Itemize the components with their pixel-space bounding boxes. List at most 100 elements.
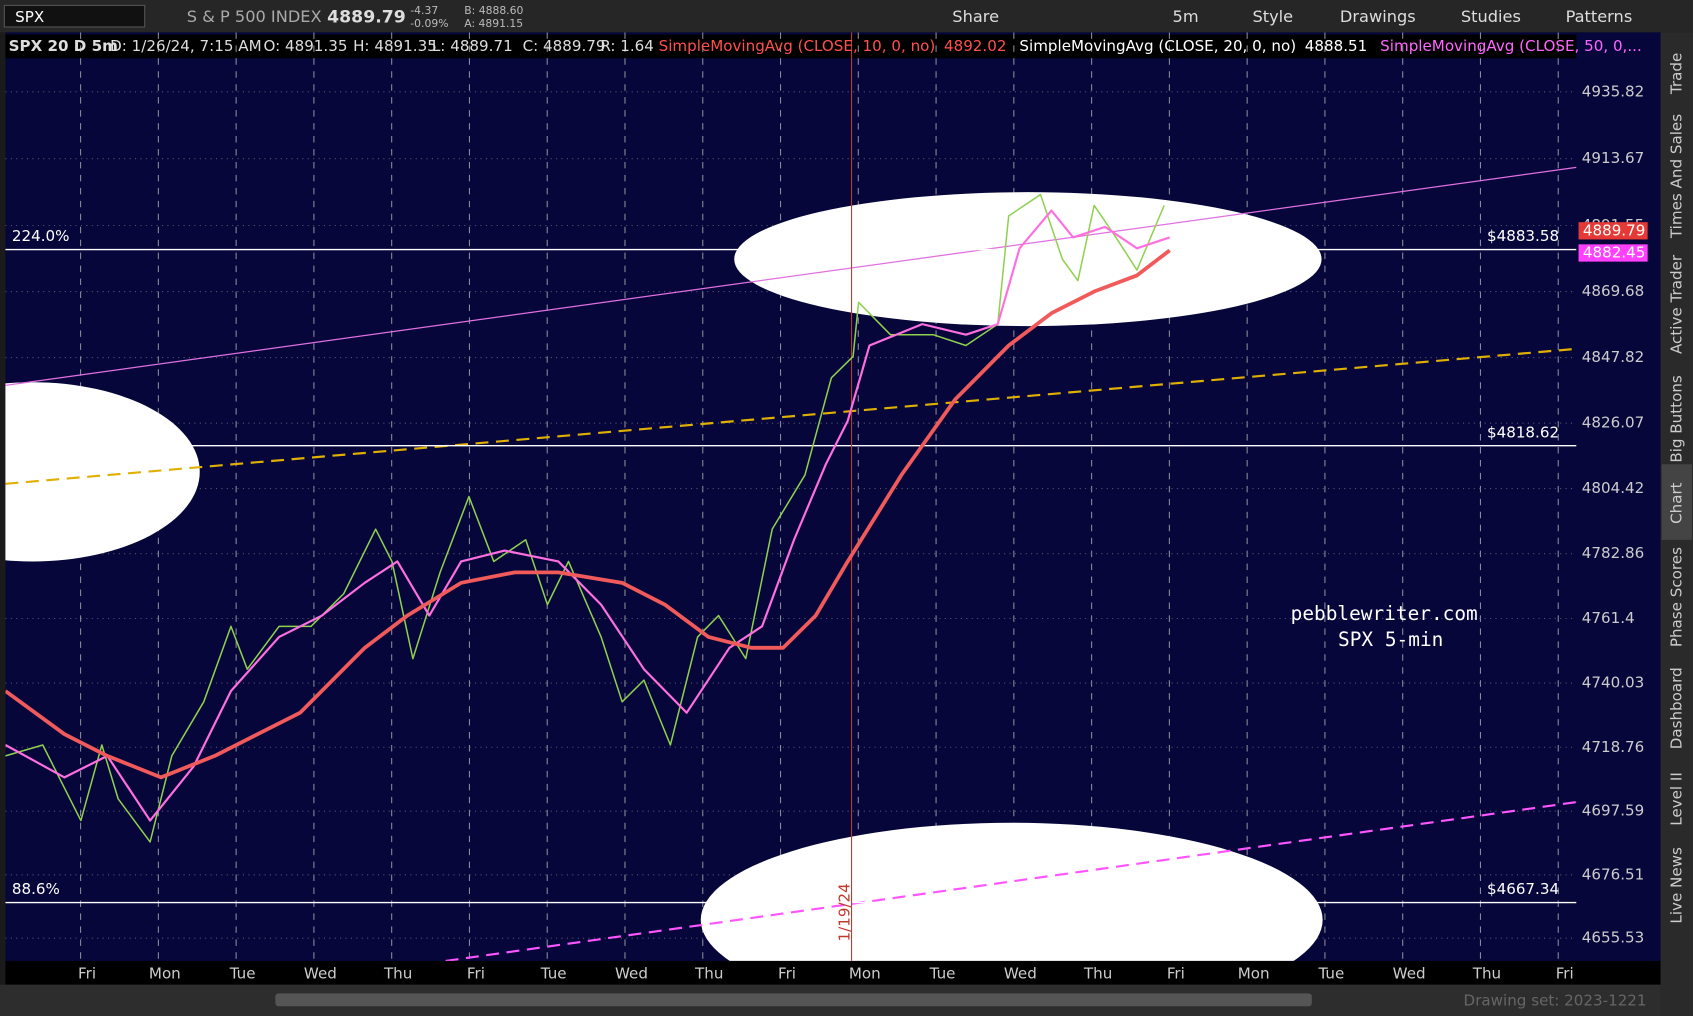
highlight-ellipse	[700, 822, 1323, 961]
x-tick-label: Tue	[229, 964, 256, 982]
chart-area	[5, 32, 1661, 961]
sidebar-tab[interactable]: Big Buttons	[1667, 375, 1685, 463]
highlight-ellipse	[5, 382, 200, 562]
sidebar-tab[interactable]: Active Trader	[1667, 254, 1685, 354]
sidebar-tab[interactable]: Trade	[1667, 53, 1685, 95]
x-tick-label: Mon	[149, 964, 181, 982]
level-label: $4883.58	[1487, 227, 1559, 245]
info-item: SPX 20 D 5m	[9, 37, 118, 55]
y-tick-label: 4676.51	[1582, 865, 1644, 883]
drawing-set: Drawing set: 2023-1221	[1464, 991, 1647, 1009]
x-tick-label: Fri	[78, 964, 96, 982]
toolbar	[0, 0, 1693, 33]
y-tick-label: 4740.03	[1582, 674, 1644, 692]
x-tick-label: Thu	[1083, 964, 1112, 982]
price-badge	[1578, 244, 1648, 262]
sidebar-tab[interactable]: Times And Sales	[1667, 114, 1685, 239]
price-badge	[1578, 222, 1648, 240]
y-tick-label: 4869.68	[1582, 282, 1644, 300]
y-tick-label: 4782.86	[1582, 544, 1644, 562]
study-value: 4892.02	[944, 37, 1006, 55]
y-tick-label: 4913.67	[1582, 149, 1644, 167]
x-tick-label: Wed	[615, 964, 648, 982]
series-line	[5, 248, 1171, 780]
scroll-thumb[interactable]	[275, 993, 1312, 1007]
y-tick-label: 4826.07	[1582, 414, 1644, 432]
x-axis	[5, 960, 1661, 985]
change-pct: -0.09%	[410, 17, 448, 30]
y-tick-label: 4935.82	[1582, 82, 1644, 100]
overlay: SPX S & P 500 INDEX 4889.79 -4.37-0.09% B: 4…	[9, 4, 1686, 1010]
price-badge-label: 4882.45	[1583, 243, 1645, 261]
level-label: $4667.34	[1487, 880, 1559, 898]
last-price: 4889.79	[327, 7, 406, 27]
sidebar-active	[1661, 464, 1692, 540]
info-item: R: 1.64	[600, 37, 654, 55]
annotation: pebblewriter.com	[1291, 602, 1478, 625]
sidebar-tab[interactable]: Live News	[1667, 847, 1685, 924]
drawings	[5, 32, 1577, 961]
x-tick-label: Fri	[467, 964, 485, 982]
study-label: SimpleMovingAvg (CLOSE, 20, 0, no)	[1019, 37, 1296, 55]
toolbar-button[interactable]: Patterns	[1566, 7, 1633, 26]
info-item: H: 4891.35	[353, 37, 437, 55]
change: -4.37	[410, 4, 438, 17]
x-tick-label: Thu	[383, 964, 412, 982]
toolbar-button[interactable]: Style	[1252, 7, 1293, 26]
x-tick-label: Fri	[1556, 964, 1574, 982]
y-tick-label: 4761.4	[1582, 609, 1635, 627]
symbol: SPX	[15, 8, 44, 26]
x-tick-label: Wed	[304, 964, 337, 982]
level-label: $4818.62	[1487, 423, 1559, 441]
sidebar-tab[interactable]: Chart	[1667, 482, 1685, 524]
y-tick-label: 4655.53	[1582, 929, 1644, 947]
price-badge-label: 4889.79	[1583, 221, 1645, 239]
toolbar-button[interactable]: Studies	[1461, 7, 1521, 26]
info-item: O: 4891.35	[263, 37, 347, 55]
series-line	[5, 193, 1165, 843]
level-tag: 224.0%	[12, 227, 70, 245]
x-tick-label: Tue	[1317, 964, 1344, 982]
highlight-ellipse	[734, 192, 1322, 327]
series-line	[5, 209, 1170, 822]
x-tick-label: Mon	[849, 964, 881, 982]
x-tick-label: Thu	[694, 964, 723, 982]
x-tick-label: Wed	[1393, 964, 1426, 982]
trend-line	[5, 347, 1577, 485]
x-tick-label: Fri	[1167, 964, 1185, 982]
y-tick-label: 4804.42	[1582, 479, 1644, 497]
x-tick-label: Mon	[1238, 964, 1270, 982]
study-label: SimpleMovingAvg (CLOSE, 10, 0, no)	[659, 37, 936, 55]
y-tick-label: 4847.82	[1582, 348, 1644, 366]
study-label: SimpleMovingAvg (CLOSE, 50, 0,...	[1380, 37, 1642, 55]
plot	[5, 32, 1577, 961]
sidebar-tab[interactable]: Phase Scores	[1667, 547, 1685, 647]
info-item: C: 4889.79	[523, 37, 606, 55]
x-tick-label: Tue	[929, 964, 956, 982]
trend-line	[5, 166, 1577, 387]
description: S & P 500 INDEX	[187, 7, 322, 26]
sidebar-tab[interactable]: Dashboard	[1667, 667, 1685, 749]
trend-line	[445, 801, 1577, 961]
info-item: D: 1/26/24, 7:15 AM	[110, 37, 261, 55]
study-value: 4888.51	[1305, 37, 1367, 55]
x-tick-label: Wed	[1004, 964, 1037, 982]
level-tag: 88.6%	[12, 880, 60, 898]
symbol-box[interactable]	[3, 4, 146, 28]
toolbar-button[interactable]: Share	[952, 7, 999, 26]
bid: B: 4888.60	[464, 4, 523, 17]
toolbar-button[interactable]: 5m	[1173, 7, 1199, 26]
ask: A: 4891.15	[464, 17, 523, 30]
annotation: SPX 5-min	[1338, 628, 1443, 651]
y-tick-label: 4718.76	[1582, 738, 1644, 756]
date-marker-label: 1/19/24	[836, 883, 854, 941]
info-bar	[5, 34, 1577, 59]
sidebar-tab[interactable]: Level II	[1667, 772, 1685, 826]
toolbar-button[interactable]: Drawings	[1340, 7, 1416, 26]
x-tick-label: Thu	[1472, 964, 1501, 982]
x-tick-label: Tue	[540, 964, 567, 982]
info-item: L: 4889.71	[432, 37, 513, 55]
x-tick-label: Fri	[778, 964, 796, 982]
